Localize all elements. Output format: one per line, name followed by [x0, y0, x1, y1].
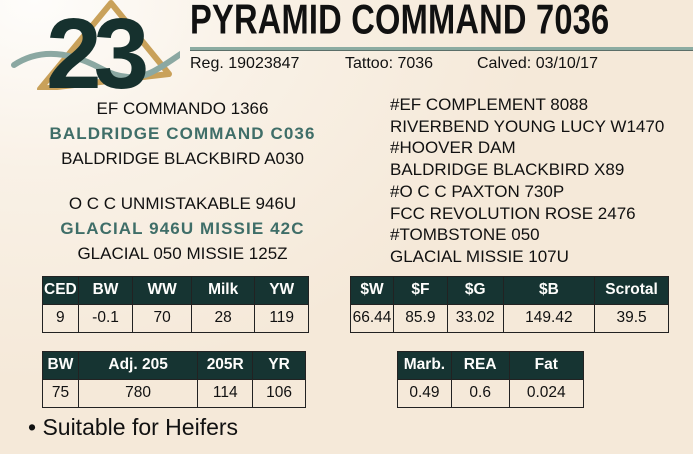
svg-text:23: 23 — [46, 0, 146, 90]
